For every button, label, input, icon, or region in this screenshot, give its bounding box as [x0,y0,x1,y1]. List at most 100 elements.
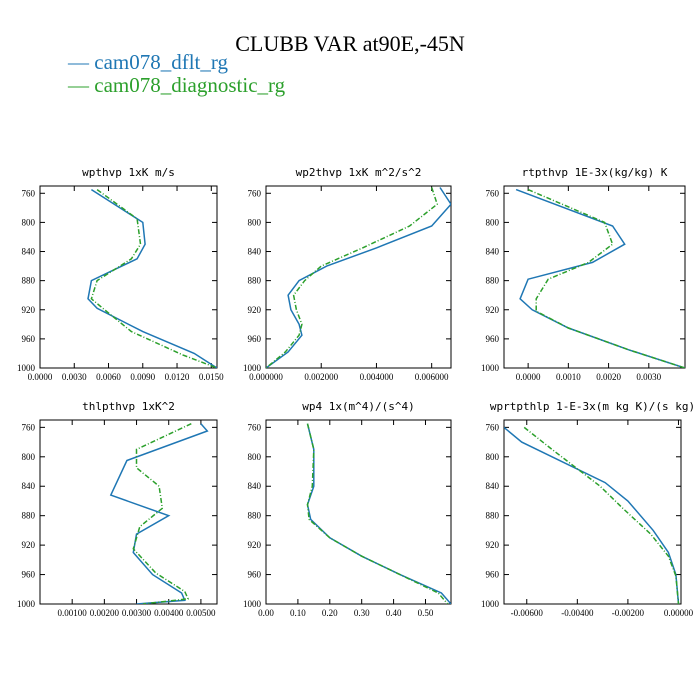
y-tick-label: 960 [22,570,36,580]
x-tick-label: 0.0120 [165,372,190,382]
x-tick-label: 0.00100 [58,608,88,618]
y-tick-label: 800 [22,217,36,227]
series-line-diagnostic [266,187,439,368]
x-tick-label: -0.00600 [511,608,544,618]
series-line-diagnostic [527,188,685,368]
panel-title: wp2thvp 1xK m^2/s^2 [296,166,422,179]
x-tick-label: 0.0000 [28,372,53,382]
panel-title: wp4 1x(m^4)/(s^4) [302,400,415,413]
panel-2: wp2thvp 1xK m^2/s^2 760 800 840 880 920 960 100… [243,166,452,382]
x-tick-label: 0.20 [322,608,338,618]
y-tick-label: 920 [486,305,500,315]
series-line-diagnostic [523,426,680,604]
series-line-dflt [87,188,217,368]
panel-5: wp4 1x(m^4)/(s^4)76080084088092096010000… [243,400,452,618]
series-line-dflt [109,423,209,604]
legend-entry-2: — cam078_diagnostic_rg [67,73,286,97]
x-tick-label: 0.10 [290,608,306,618]
y-tick-label: 840 [486,481,500,491]
y-tick-label: 1000 [17,363,36,373]
legend-label-2: cam078_diagnostic_rg [94,73,285,97]
legend: — cam078_dflt_rg — cam078_diagnostic_rg [67,50,286,97]
y-tick-label: 760 [486,188,500,198]
x-tick-label: -0.00200 [612,608,645,618]
y-tick-label: 840 [248,481,262,491]
x-tick-label: 0.0030 [62,372,87,382]
x-tick-label: 0.00000 [664,608,694,618]
series-line-diagnostic [90,188,217,368]
y-tick-label: 800 [22,452,36,462]
x-tick-label: 0.000000 [249,372,283,382]
y-tick-label: 760 [22,188,36,198]
y-tick-label: 840 [248,247,262,257]
x-tick-label: 0.0150 [199,372,224,382]
y-tick-label: 960 [486,570,500,580]
x-tick-label: -0.00400 [561,608,594,618]
x-tick-label: 0.0000 [516,372,541,382]
series-line-dflt [266,187,451,368]
y-tick-label: 880 [22,511,36,521]
plot-frame [265,419,452,605]
y-tick-label: 1000 [243,363,262,373]
y-tick-label: 760 [248,188,262,198]
y-tick-label: 880 [486,511,500,521]
legend-label-1: cam078_dflt_rg [94,50,228,74]
y-tick-label: 1000 [243,599,262,609]
x-tick-label: 0.0060 [96,372,121,382]
legend-swatch-1: — [67,50,94,74]
y-tick-label: 1000 [481,363,500,373]
series-line-dflt [306,423,451,604]
x-tick-label: 0.004000 [360,372,394,382]
y-tick-label: 760 [486,422,500,432]
y-tick-label: 800 [486,217,500,227]
y-tick-label: 960 [486,334,500,344]
y-tick-label: 960 [22,334,36,344]
x-tick-label: 0.00200 [90,608,120,618]
x-tick-label: 0.50 [418,608,434,618]
plot-frame [503,185,686,369]
x-tick-label: 0.0020 [596,372,621,382]
plot-frame [503,419,682,605]
y-tick-label: 840 [486,247,500,257]
panel-6: wprtpthlp 1-E-3x(m kg K)/(s kg) 760 800 840… [481,400,695,618]
x-tick-label: 0.006000 [415,372,449,382]
y-tick-label: 880 [22,276,36,286]
series-line-dflt [504,426,680,604]
x-tick-label: 0.40 [386,608,402,618]
y-tick-label: 1000 [481,599,500,609]
series-line-diagnostic [306,423,449,604]
y-tick-label: 920 [22,305,36,315]
x-tick-label: 0.00500 [186,608,216,618]
y-tick-label: 800 [248,217,262,227]
y-tick-label: 880 [248,276,262,286]
y-tick-label: 920 [248,305,262,315]
y-tick-label: 880 [486,276,500,286]
y-tick-label: 880 [248,511,262,521]
plot-frame [39,185,218,369]
y-tick-label: 920 [486,540,500,550]
panel-title: thlpthvp 1xK^2 [82,400,175,413]
y-tick-label: 760 [22,422,36,432]
y-tick-label: 840 [22,247,36,257]
panel-title: wpthvp 1xK m/s [82,166,175,179]
y-tick-label: 960 [248,334,262,344]
panel-title: wprtpthlp 1-E-3x(m kg K)/(s kg) [490,400,695,413]
x-tick-label: 0.0090 [130,372,155,382]
plot-frame [265,185,452,369]
x-tick-label: 0.00400 [154,608,184,618]
y-tick-label: 760 [248,422,262,432]
x-tick-label: 0.00 [258,608,274,618]
series-line-dflt [515,188,685,368]
panel-3: rtpthvp 1E-3x(kg/kg) K 760 800 840 880 920 960… [481,166,686,382]
x-tick-label: 0.0030 [636,372,661,382]
panel-title: rtpthvp 1E-3x(kg/kg) K [522,166,668,179]
x-tick-label: 0.30 [354,608,370,618]
y-tick-label: 960 [248,570,262,580]
panel-4: thlpthvp 1xK^2 760 800 840 880 920 960 1000 0.00… [17,400,218,618]
legend-swatch-2: — [67,73,94,97]
panel-1: wpthvp 1xK m/s76080084088092096010000.00… [17,166,224,382]
y-tick-label: 920 [22,540,36,550]
y-tick-label: 800 [486,452,500,462]
x-tick-label: 0.0010 [556,372,581,382]
